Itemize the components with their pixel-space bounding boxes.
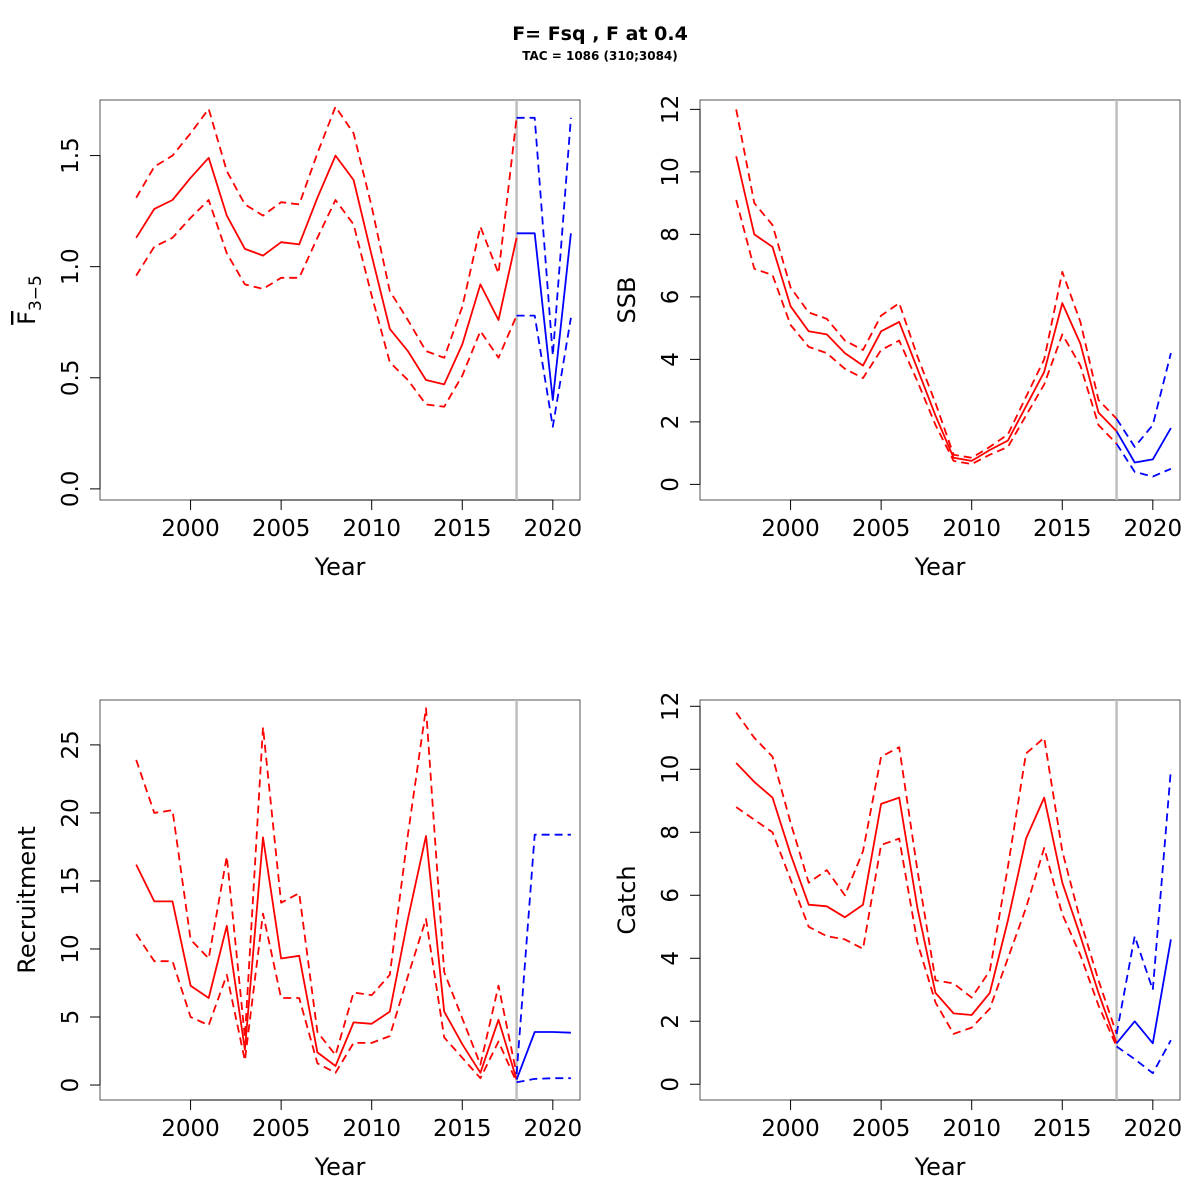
series-blue-upper — [515, 833, 571, 1075]
y-tick-label: 4 — [658, 352, 684, 367]
panel-recruitment: 2000 2005 2010 2015 2020 0 5 10 15 20 25 Year Recrui… — [13, 699, 583, 1181]
series-blue-upper — [1115, 769, 1172, 1035]
series-blue-median — [516, 232, 572, 401]
y-tick-label: 12 — [658, 692, 684, 721]
series-red-median — [135, 835, 518, 1080]
y-tick-label: 0 — [58, 1078, 84, 1093]
x-tick-label: 2000 — [161, 516, 220, 542]
y-axis-label: Recruitment — [13, 826, 41, 973]
x-tick-label: 2000 — [761, 516, 820, 542]
x-tick-label: 2005 — [252, 1116, 311, 1142]
series-blue-lower — [516, 314, 572, 428]
x-tick-label: 2020 — [524, 1116, 583, 1142]
series-blue-upper — [1115, 352, 1172, 448]
y-tick-label: 1.5 — [58, 137, 84, 174]
y-axis-label: SSB — [613, 277, 641, 324]
y-tick-label: 10 — [658, 157, 684, 186]
y-tick-label: 0 — [658, 1077, 684, 1092]
y-tick-label: 15 — [58, 866, 84, 895]
series-blue-lower — [1115, 443, 1172, 478]
series-red-lower — [135, 912, 518, 1083]
y-tick-label: 6 — [658, 888, 684, 903]
y-tick-label: 0 — [658, 477, 684, 492]
series-blue-median — [1115, 939, 1172, 1045]
y-tick-label: 25 — [58, 730, 84, 759]
series-red-upper — [735, 712, 1118, 1035]
x-tick-label: 2010 — [942, 516, 1001, 542]
series-red-upper — [135, 105, 518, 359]
series-blue-median — [1115, 427, 1172, 464]
y-tick-label: 5 — [58, 1010, 84, 1025]
series-red-median — [735, 156, 1118, 462]
x-tick-label: 2010 — [342, 516, 401, 542]
y-axis-label: Catch — [613, 865, 641, 934]
series-blue-upper — [516, 116, 572, 357]
figure-title: F= Fsq , F at 0.4 — [512, 23, 688, 45]
y-tick-label: 6 — [658, 290, 684, 305]
x-tick-label: 2005 — [852, 1116, 911, 1142]
y-tick-label: 12 — [658, 95, 684, 124]
y-tick-label: 10 — [58, 934, 84, 963]
series-red-median — [735, 762, 1118, 1044]
series-red-upper — [735, 109, 1118, 459]
series-red-median — [135, 154, 518, 386]
series-red-lower — [135, 199, 518, 408]
y-tick-label: 8 — [658, 227, 684, 242]
x-axis-label: Year — [314, 553, 366, 581]
series-red-upper — [135, 707, 518, 1075]
series-red-lower — [735, 199, 1118, 466]
plot-frame — [99, 99, 581, 501]
plot-frame — [699, 99, 1181, 501]
y-tick-label: 1.0 — [58, 248, 84, 285]
series-blue-median — [515, 1031, 571, 1080]
x-tick-label: 2015 — [433, 1116, 492, 1142]
panel-catch: 2000 2005 2010 2015 2020 0 2 4 6 8 10 12 Year Catch — [613, 692, 1182, 1181]
x-axis-label: Year — [314, 1153, 366, 1181]
x-tick-label: 2010 — [942, 1116, 1001, 1142]
x-tick-label: 2010 — [342, 1116, 401, 1142]
x-tick-label: 2015 — [1033, 516, 1092, 542]
series-red-lower — [735, 806, 1118, 1047]
x-tick-label: 2015 — [1033, 1116, 1092, 1142]
x-axis-label: Year — [914, 553, 966, 581]
plot-frame — [699, 699, 1181, 1101]
x-tick-label: 2000 — [761, 1116, 820, 1142]
x-axis-label: Year — [914, 1153, 966, 1181]
x-tick-label: 2000 — [161, 1116, 220, 1142]
panel-f-bar: 2000 2005 2010 2015 2020 0.0 0.5 1.0 1.5 Year F3−5 — [13, 99, 583, 581]
figure-subtitle: TAC = 1086 (310;3084) — [522, 49, 678, 63]
y-axis-label: F3−5 — [13, 275, 46, 325]
y-tick-label: 8 — [658, 825, 684, 840]
series-blue-lower — [1116, 1039, 1172, 1075]
series-blue-lower — [516, 1077, 571, 1084]
x-tick-label: 2020 — [1124, 1116, 1183, 1142]
y-tick-label: 0.0 — [58, 471, 84, 508]
panel-ssb: 2000 2005 2010 2015 2020 0 2 4 6 8 10 12 Year SSB — [613, 95, 1182, 581]
y-tick-label: 20 — [58, 798, 84, 827]
x-tick-label: 2020 — [1124, 516, 1183, 542]
y-tick-label: 2 — [658, 415, 684, 430]
y-tick-label: 2 — [658, 1014, 684, 1029]
y-tick-label: 10 — [658, 755, 684, 784]
x-tick-label: 2005 — [252, 516, 311, 542]
x-tick-label: 2020 — [524, 516, 583, 542]
x-tick-label: 2005 — [852, 516, 911, 542]
x-tick-label: 2015 — [433, 516, 492, 542]
y-tick-label: 4 — [658, 951, 684, 966]
y-tick-label: 0.5 — [58, 359, 84, 396]
